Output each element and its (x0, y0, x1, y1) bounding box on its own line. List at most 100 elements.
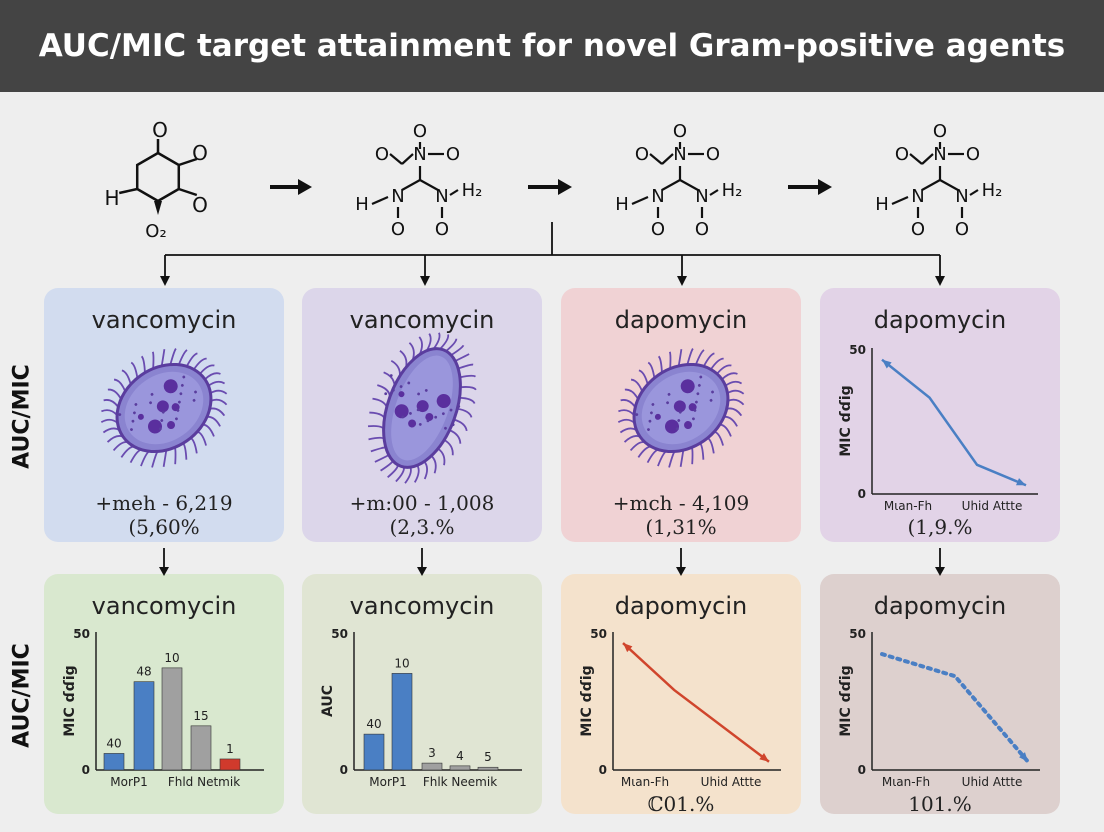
atom-label: H (875, 194, 889, 215)
atom-label: O₂ (145, 221, 166, 242)
bar (391, 673, 413, 771)
bar (103, 753, 125, 771)
x-tick-label: MorP1 (110, 775, 148, 789)
atom-label: N (435, 186, 448, 207)
bar (219, 758, 241, 771)
bottom-card-4: 50 0 MIC ɗɗig Mιan-Fh Uhid Attte dapomycin 101… (820, 574, 1060, 816)
line-arrowhead (759, 753, 769, 762)
atom-label: N (673, 144, 686, 165)
bar (449, 765, 471, 771)
y-tick-label: 50 (849, 343, 866, 357)
card-graphic (100, 348, 228, 468)
molecule-1: OOH OO₂ (104, 118, 207, 242)
molecule-3: OO N OH N N H₂O O (615, 121, 742, 240)
y-tick-label: 0 (858, 763, 866, 777)
x-tick-label: Mιan-Fh (884, 499, 932, 513)
y-axis-label: MIC ɗɗig (838, 665, 854, 736)
series-line (622, 642, 770, 763)
card-percent-line: (1,31% (645, 515, 717, 539)
atom-label: H (104, 186, 119, 210)
page-title-text: AUC/MIC target attainment for novel Gram… (38, 28, 1066, 64)
atom-label: O (192, 193, 208, 217)
y-tick-label: 50 (73, 627, 90, 641)
card-graphic (367, 332, 477, 484)
atom-label: O (192, 141, 208, 165)
x-tick-label: Mιan-Fh (621, 775, 669, 789)
x-tick-label: Fhld Netmik (168, 775, 240, 789)
top-card-3: +mch - 4,109 dapomycin (1,31% (561, 288, 801, 542)
atom-label: O (446, 144, 460, 165)
row-label-top: AUC/MIC (9, 364, 35, 469)
atom-label: O (695, 219, 709, 240)
chart-axes (871, 348, 1038, 495)
bar (363, 733, 385, 771)
card-title: vancomycin (91, 306, 237, 334)
card-graphic: 50 0 MIC ɗɗig Mιan-Fh Uhid Attte (579, 627, 781, 789)
atom-label: N (413, 144, 426, 165)
molecule-4: OO N OH N N H₂O O (875, 121, 1002, 240)
bar-data-label: 40 (106, 736, 121, 750)
card-percent-line: (1,9.% (907, 515, 973, 539)
line-arrowhead (1016, 478, 1026, 486)
y-tick-label: 0 (858, 487, 866, 501)
card-title: vancomycin (349, 306, 495, 334)
reaction-arrow-1 (270, 179, 312, 195)
card-percent-line: 101.% (908, 792, 972, 816)
atom-label: N (955, 186, 968, 207)
card-title: dapomycin (614, 306, 748, 334)
bar (161, 667, 183, 771)
bar-data-label: 10 (394, 656, 409, 670)
x-tick-label: Mιan-Fh (882, 775, 930, 789)
card-percent-line: (2,3.% (389, 515, 455, 539)
top-card-4: 50 0 MIC ɗɗig Mιan-Fh Uhid Attte dapomycin (1,… (820, 288, 1060, 542)
x-tick-label: Fhlk Neemik (423, 775, 497, 789)
down-arrow-head (159, 567, 169, 576)
atom-label: O (966, 144, 980, 165)
atom-label: O (413, 121, 427, 142)
bacterium-icon (617, 348, 745, 468)
card-graphic: 50 0 MIC ɗɗig Mιan-Fh Uhid Attte (838, 627, 1040, 789)
card-title: vancomycin (349, 592, 495, 620)
x-tick-label: Uhid Attte (962, 499, 1023, 513)
bacterium-icon (100, 348, 228, 468)
y-tick-label: 0 (82, 763, 90, 777)
bottom-card-2: 50 0 AUC 40 10 3 4 5 MorP1 Fhlk Neemik vancomycin (302, 574, 542, 814)
reaction-arrow-2 (528, 179, 572, 195)
atom-label: N (911, 186, 924, 207)
atom-label: H₂ (462, 180, 483, 201)
bottom-card-1: 50 0 MIC ɗɗig 40 48 10 15 1 MorP1 Fhld Netmik vanc… (44, 574, 284, 814)
atom-label: H₂ (982, 180, 1003, 201)
y-tick-label: 0 (340, 763, 348, 777)
atom-label: O (955, 219, 969, 240)
card-graphic (617, 348, 745, 468)
y-tick-label: 50 (590, 627, 607, 641)
bar (190, 725, 212, 771)
card-graphic: 50 0 AUC 40 10 3 4 5 MorP1 Fhlk Neemik (320, 627, 522, 789)
chart-axes (612, 632, 781, 771)
y-axis-label: AUC (320, 685, 336, 717)
card-title: dapomycin (614, 592, 748, 620)
page-title: AUC/MIC target attainment for novel Gram… (0, 0, 1104, 92)
connector-lines (160, 222, 945, 286)
chart-axes (871, 632, 1040, 771)
bar-data-label: 40 (366, 717, 381, 731)
x-tick-label: MorP1 (369, 775, 407, 789)
x-tick-label: Uhid Attte (962, 775, 1023, 789)
atom-label: N (933, 144, 946, 165)
line-arrowhead (1019, 752, 1028, 762)
bacterium-icon (367, 332, 477, 484)
atom-label: O (152, 118, 168, 142)
atom-label: O (706, 144, 720, 165)
down-arrow-head (417, 567, 427, 576)
atom-label: O (391, 219, 405, 240)
atom-label: N (651, 186, 664, 207)
top-card-1: +meh - 6,219 vancomycin (5,60% (44, 288, 284, 542)
card-title: dapomycin (873, 592, 1007, 620)
bar-data-label: 5 (484, 750, 492, 764)
molecule-2: OO N OH N N H₂O O (355, 121, 482, 240)
series-line (880, 652, 1030, 764)
atom-label: O (651, 219, 665, 240)
bar-data-label: 3 (428, 746, 436, 760)
y-axis-label: MIC ɗɗig (62, 665, 78, 736)
y-axis-label: MIC ɗɗig (579, 665, 595, 736)
